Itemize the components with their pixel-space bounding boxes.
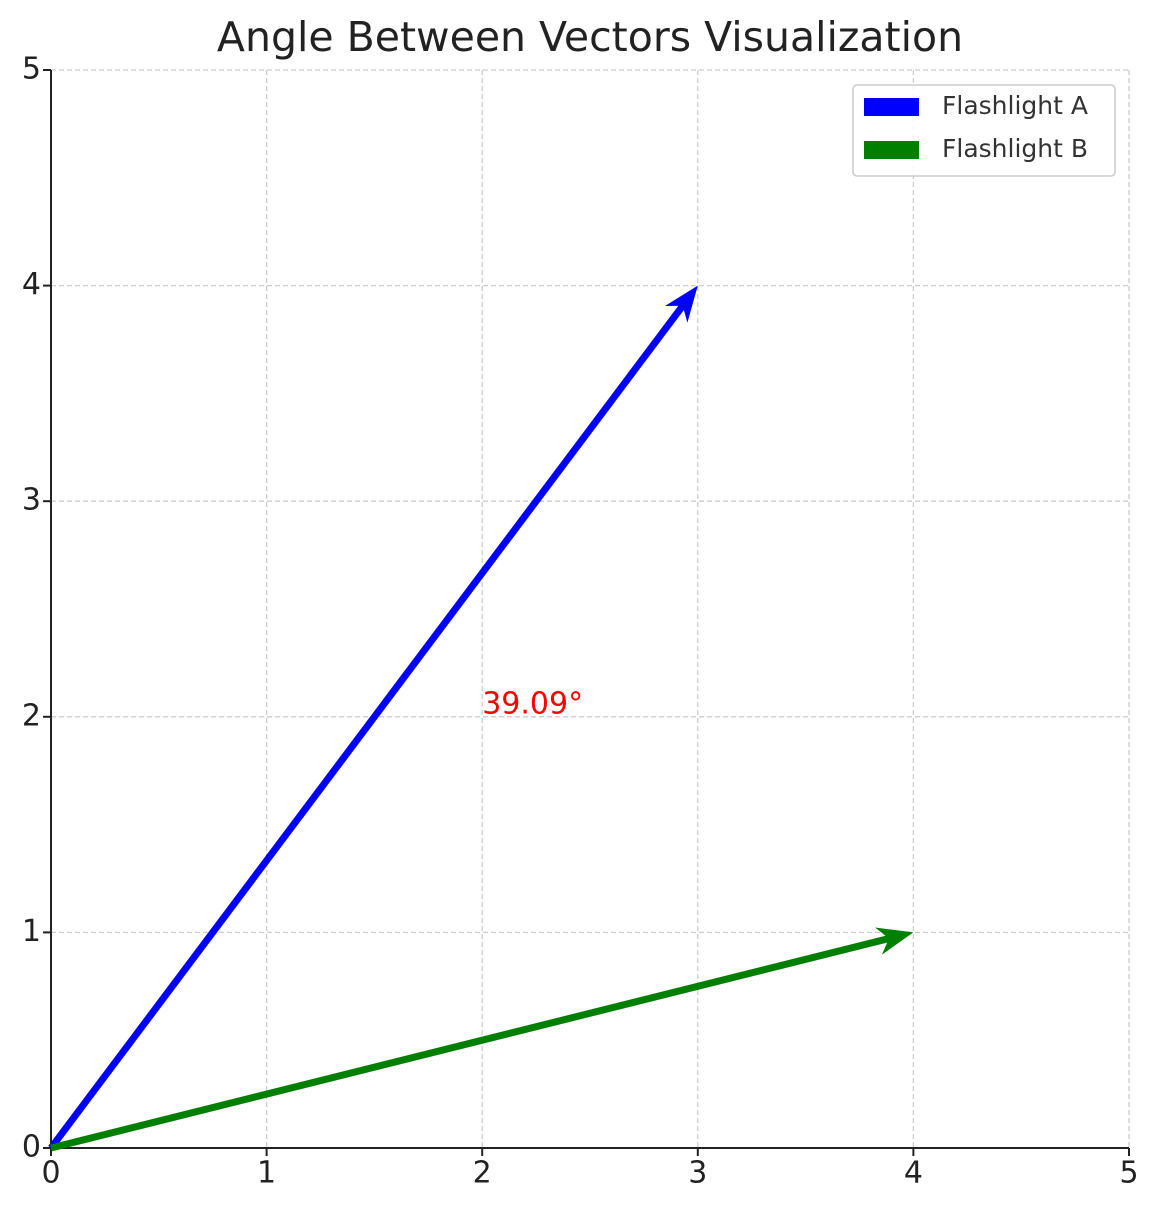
y-tick-label: 1 bbox=[22, 914, 41, 949]
vector-line bbox=[48, 299, 689, 1151]
vector-line bbox=[50, 933, 895, 1152]
x-tick-label: 3 bbox=[688, 1156, 707, 1191]
y-tick-label: 3 bbox=[22, 483, 41, 518]
y-tick-label: 2 bbox=[22, 698, 41, 733]
y-tick-label: 5 bbox=[22, 52, 41, 87]
legend-label: Flashlight A bbox=[942, 91, 1088, 120]
x-tick-label: 2 bbox=[473, 1156, 492, 1191]
y-tick-label: 0 bbox=[22, 1130, 41, 1165]
chart-title: Angle Between Vectors Visualization bbox=[217, 13, 963, 61]
legend-swatch bbox=[864, 98, 919, 116]
arrow-head bbox=[665, 285, 698, 323]
annotation: 39.09° bbox=[482, 686, 583, 721]
x-tick-label: 0 bbox=[41, 1156, 60, 1191]
x-tick-label: 4 bbox=[904, 1156, 923, 1191]
legend-swatch bbox=[864, 141, 919, 159]
y-tick-label: 4 bbox=[22, 267, 41, 302]
x-tick-label: 1 bbox=[257, 1156, 276, 1191]
arrow-head bbox=[875, 927, 914, 955]
legend-label: Flashlight B bbox=[942, 134, 1088, 163]
x-tick-label: 5 bbox=[1119, 1156, 1138, 1191]
